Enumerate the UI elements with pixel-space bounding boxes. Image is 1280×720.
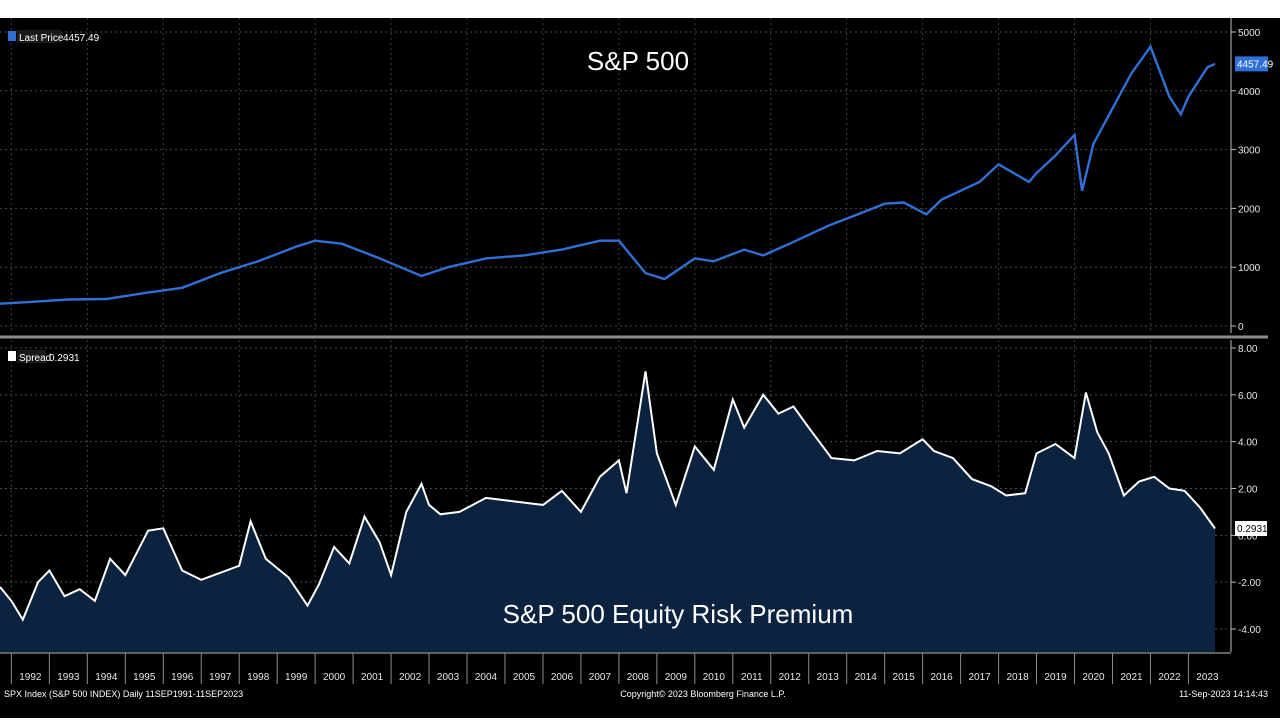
bottom-legend-label: Spread [19, 353, 51, 364]
x-axis-year-label: 2008 [627, 672, 650, 683]
bottom-y-tick-label: 4.00 [1238, 438, 1258, 449]
x-axis-year-label: 2014 [855, 672, 878, 683]
x-axis-year-label: 2011 [741, 672, 763, 683]
x-axis-strip [0, 652, 1268, 686]
x-axis-year-label: 2005 [513, 672, 536, 683]
x-axis-year-label: 2012 [779, 672, 802, 683]
top-legend-swatch [8, 31, 16, 41]
top-y-tick-label: 1000 [1238, 263, 1261, 274]
top-y-tick-label: 2000 [1238, 204, 1261, 215]
x-axis-year-label: 2009 [665, 672, 688, 683]
footer-center: Copyright© 2023 Bloomberg Finance L.P. [620, 689, 786, 699]
bottom-y-tick-label: 8.00 [1238, 344, 1258, 355]
footer-bar [0, 686, 1280, 706]
x-axis-year-label: 1993 [57, 672, 80, 683]
bottom-legend: Spread 0.2931 [8, 350, 80, 364]
bottom-legend-swatch [8, 351, 16, 361]
top-grid [0, 31, 1230, 327]
x-axis-year-label: 2017 [968, 672, 991, 683]
bottom-chart-title: S&P 500 Equity Risk Premium [503, 599, 854, 629]
top-y-tick-label: 4000 [1238, 87, 1261, 98]
spread-line [0, 371, 1216, 622]
footer-right: 11-Sep-2023 14:14:43 [1179, 689, 1268, 699]
x-axis-year-label: 1999 [285, 672, 308, 683]
x-axis-year-label: 2016 [931, 672, 954, 683]
footer-left: SPX Index (S&P 500 INDEX) Daily 11SEP199… [4, 689, 243, 699]
x-axis-year-label: 1992 [19, 672, 42, 683]
spread-last-value-box [1235, 521, 1267, 536]
x-axis-year-label: 2006 [551, 672, 574, 683]
x-axis-year-label: 2018 [1006, 672, 1029, 683]
top-legend: Last Price 4457.49 [8, 30, 100, 44]
bottom-y-tick-label: 0.00 [1238, 531, 1258, 542]
bottom-y-tick-label: -2.00 [1238, 578, 1261, 589]
top-y-axis-ticks: 0 1000 2000 3000 4000 5000 [1231, 28, 1261, 333]
x-axis-year-label: 2019 [1044, 672, 1067, 683]
x-axis-year-label: 1998 [247, 672, 270, 683]
bottom-y-axis-ticks: -4.00 -2.00 0.00 2.00 4.00 6.00 8.00 [1231, 344, 1261, 636]
top-chart-title: S&P 500 [587, 46, 689, 76]
x-axis-year-label: 2010 [703, 672, 726, 683]
spread-area-fill [0, 371, 1215, 652]
price-last-value-label: 4457.49 [1237, 59, 1274, 70]
x-axis-year-label: 2000 [323, 672, 346, 683]
bottom-y-tick-label: 6.00 [1238, 391, 1258, 402]
top-legend-value: 4457.49 [63, 33, 100, 44]
x-axis-year-label: 1995 [133, 672, 156, 683]
top-plot-area [0, 18, 1230, 333]
x-axis-year-label: 2013 [817, 672, 840, 683]
price-last-value-box [1235, 56, 1268, 72]
spread-last-value-label: 0.2931 [1237, 524, 1268, 535]
bottom-y-tick-label: -4.00 [1238, 625, 1261, 636]
x-axis-year-label: 2021 [1120, 672, 1143, 683]
x-axis-year-label: 1997 [209, 672, 232, 683]
x-axis-year-label: 2015 [893, 672, 916, 683]
bottom-y-tick-label: 2.00 [1238, 485, 1258, 496]
price-line [0, 44, 1216, 305]
x-axis-year-label: 2003 [437, 672, 460, 683]
top-y-tick-label: 3000 [1238, 146, 1261, 157]
x-axis-year-label: 2007 [589, 672, 612, 683]
x-axis-year-label: 2001 [361, 672, 384, 683]
top-y-tick-label: 5000 [1238, 28, 1261, 39]
x-axis-year-label: 2004 [475, 672, 498, 683]
top-y-tick-label: 0 [1238, 322, 1244, 333]
x-axis-year-label: 2002 [399, 672, 422, 683]
price-last-value-tag: 4457.49 [1235, 56, 1274, 72]
bottom-legend-label-box [17, 350, 46, 363]
top-legend-label: Last Price [19, 33, 64, 44]
spread-last-value-tag: 0.2931 [1235, 521, 1268, 536]
top-legend-label-box [17, 30, 61, 43]
x-axis-year-label: 2020 [1082, 672, 1105, 683]
x-axis-year-label: 1994 [95, 672, 118, 683]
x-axis-year-label: 2022 [1158, 672, 1181, 683]
x-axis-year-label: 2023 [1196, 672, 1219, 683]
x-axis-year-label: 1996 [171, 672, 194, 683]
x-axis-year-ticks: 1992 1993 1994 1995 1996 1997 1998 1999 2000 2001… [10, 653, 1219, 684]
bottom-legend-value: 0.2931 [49, 353, 80, 364]
